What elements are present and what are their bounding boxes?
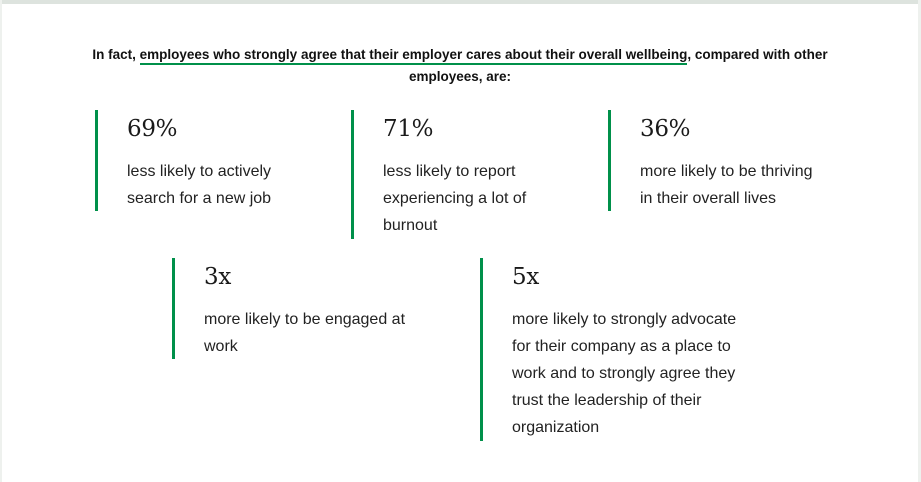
stat-card: 5x more likely to strongly advocate for … (480, 258, 770, 441)
stat-description-line: experiencing a lot of (383, 190, 527, 207)
top-border (0, 0, 921, 4)
stat-card: 69% less likely to actively search for a… (95, 110, 305, 211)
stat-description-line: burnout (383, 217, 438, 234)
stat-description-line: work and to strongly agree they (512, 365, 736, 382)
stat-card: 71% less likely to report experiencing a… (351, 110, 561, 239)
stat-description-line: more likely to be engaged at (204, 311, 406, 328)
stat-description: more likely to be thriving in their over… (640, 158, 838, 212)
stat-description-line: less likely to actively (127, 163, 272, 180)
stat-value: 3x (204, 264, 232, 290)
stat-value: 36% (640, 116, 691, 142)
stat-value: 5x (512, 264, 540, 290)
stat-description-line: work (204, 338, 238, 355)
intro-text: In fact, employees who strongly agree th… (60, 44, 860, 88)
intro-highlight: employees who strongly agree that their … (139, 47, 688, 65)
stat-description: more likely to be engaged at work (204, 306, 432, 360)
stat-value: 69% (127, 116, 178, 142)
stat-description: less likely to report experiencing a lot… (383, 158, 561, 239)
right-border (918, 0, 921, 482)
stat-card: 36% more likely to be thriving in their … (608, 110, 838, 211)
intro-suffix: , compared with other employees, are: (408, 47, 828, 84)
stat-description-line: organization (512, 419, 600, 436)
left-border (0, 0, 2, 482)
stat-description: more likely to strongly advocate for the… (512, 306, 770, 441)
stat-description-line: less likely to report (383, 163, 516, 180)
stat-card: 3x more likely to be engaged at work (172, 258, 432, 359)
stat-description-line: trust the leadership of their (512, 392, 702, 409)
stat-description-line: search for a new job (127, 190, 272, 207)
stat-description: less likely to actively search for a new… (127, 158, 305, 212)
stat-description-line: in their overall lives (640, 190, 777, 207)
stat-description-line: for their company as a place to (512, 338, 731, 355)
stat-description-line: more likely to be thriving (640, 163, 813, 180)
intro-prefix: In fact, (92, 47, 140, 62)
stat-value: 71% (383, 116, 434, 142)
stat-description-line: more likely to strongly advocate (512, 311, 737, 328)
